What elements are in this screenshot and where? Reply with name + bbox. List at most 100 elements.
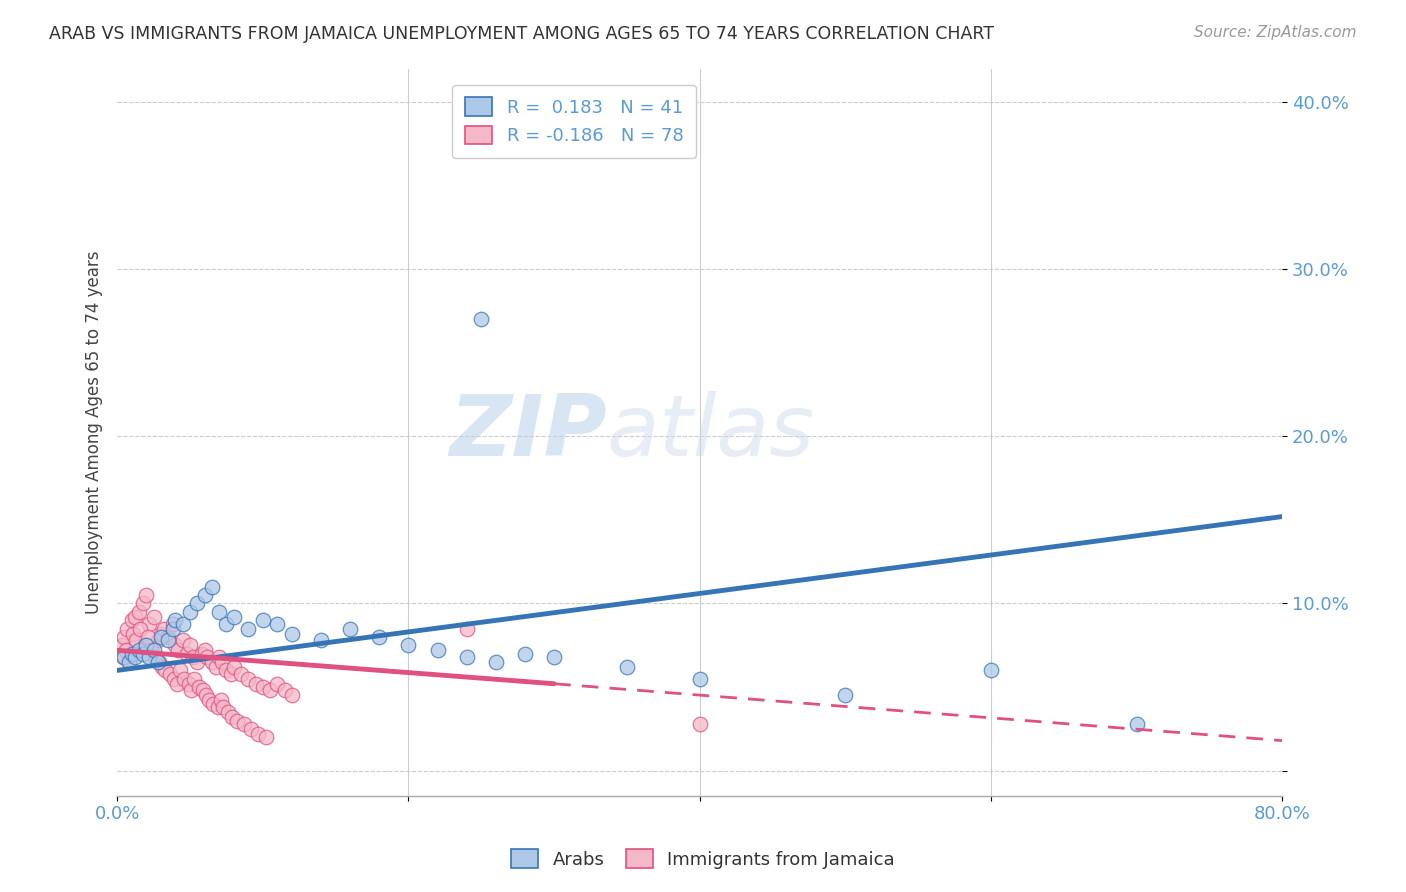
Point: [166, 677, 188, 691]
Point: [177, 677, 200, 691]
Point: [146, 655, 169, 669]
Point: [110, 638, 132, 652]
Point: [834, 689, 856, 703]
Point: [118, 655, 141, 669]
Point: [222, 660, 245, 674]
Point: [368, 630, 391, 644]
Point: [190, 647, 212, 661]
Point: [201, 655, 224, 669]
Point: [169, 664, 191, 678]
Point: [115, 643, 138, 657]
Point: [195, 689, 218, 703]
Point: [146, 633, 169, 648]
Legend: Arabs, Immigrants from Jamaica: Arabs, Immigrants from Jamaica: [503, 842, 903, 876]
Point: [980, 664, 1002, 678]
Point: [125, 633, 148, 648]
Point: [209, 693, 232, 707]
Point: [138, 650, 160, 665]
Point: [142, 610, 165, 624]
Point: [180, 683, 202, 698]
Point: [225, 714, 247, 728]
Point: [616, 660, 638, 674]
Point: [201, 580, 224, 594]
Point: [118, 655, 141, 669]
Point: [134, 638, 156, 652]
Point: [132, 597, 155, 611]
Point: [142, 643, 165, 657]
Point: [193, 588, 215, 602]
Point: [208, 605, 231, 619]
Point: [207, 700, 229, 714]
Point: [162, 616, 184, 631]
Text: atlas: atlas: [606, 391, 814, 474]
Point: [456, 622, 478, 636]
Point: [114, 650, 136, 665]
Point: [245, 677, 267, 691]
Point: [281, 689, 304, 703]
Point: [159, 666, 181, 681]
Point: [485, 655, 508, 669]
Text: Source: ZipAtlas.com: Source: ZipAtlas.com: [1194, 25, 1357, 40]
Point: [135, 638, 157, 652]
Point: [1125, 717, 1147, 731]
Point: [114, 630, 136, 644]
Point: [186, 655, 208, 669]
Point: [309, 633, 332, 648]
Point: [163, 672, 186, 686]
Point: [122, 626, 145, 640]
Point: [179, 638, 201, 652]
Point: [689, 672, 711, 686]
Point: [689, 717, 711, 731]
Point: [139, 643, 162, 657]
Text: ZIP: ZIP: [449, 391, 606, 474]
Point: [187, 680, 209, 694]
Point: [219, 666, 242, 681]
Point: [135, 588, 157, 602]
Point: [202, 697, 225, 711]
Legend: R =  0.183   N = 41, R = -0.186   N = 78: R = 0.183 N = 41, R = -0.186 N = 78: [453, 85, 696, 158]
Point: [172, 616, 194, 631]
Point: [217, 705, 239, 719]
Point: [215, 664, 238, 678]
Point: [513, 647, 536, 661]
Point: [221, 710, 243, 724]
Point: [211, 655, 233, 669]
Point: [138, 616, 160, 631]
Point: [150, 660, 173, 674]
Point: [398, 638, 420, 652]
Point: [152, 622, 174, 636]
Text: ARAB VS IMMIGRANTS FROM JAMAICA UNEMPLOYMENT AMONG AGES 65 TO 74 YEARS CORRELATI: ARAB VS IMMIGRANTS FROM JAMAICA UNEMPLOY…: [49, 25, 994, 43]
Point: [222, 610, 245, 624]
Point: [266, 616, 288, 631]
Point: [124, 610, 146, 624]
Point: [124, 650, 146, 665]
Point: [197, 650, 219, 665]
Point: [176, 647, 198, 661]
Point: [259, 683, 281, 698]
Point: [198, 693, 221, 707]
Point: [240, 722, 263, 736]
Point: [266, 677, 288, 691]
Y-axis label: Unemployment Among Ages 65 to 74 years: Unemployment Among Ages 65 to 74 years: [86, 251, 103, 614]
Point: [172, 633, 194, 648]
Point: [148, 655, 170, 669]
Point: [157, 633, 180, 648]
Point: [456, 650, 478, 665]
Point: [121, 647, 143, 661]
Point: [128, 605, 150, 619]
Point: [165, 638, 187, 652]
Point: [254, 731, 277, 745]
Point: [165, 613, 187, 627]
Point: [252, 680, 274, 694]
Point: [132, 647, 155, 661]
Point: [129, 622, 152, 636]
Point: [193, 643, 215, 657]
Point: [247, 727, 270, 741]
Point: [191, 683, 214, 698]
Point: [212, 700, 235, 714]
Point: [155, 664, 177, 678]
Point: [186, 597, 208, 611]
Point: [208, 650, 231, 665]
Point: [229, 666, 252, 681]
Point: [232, 717, 254, 731]
